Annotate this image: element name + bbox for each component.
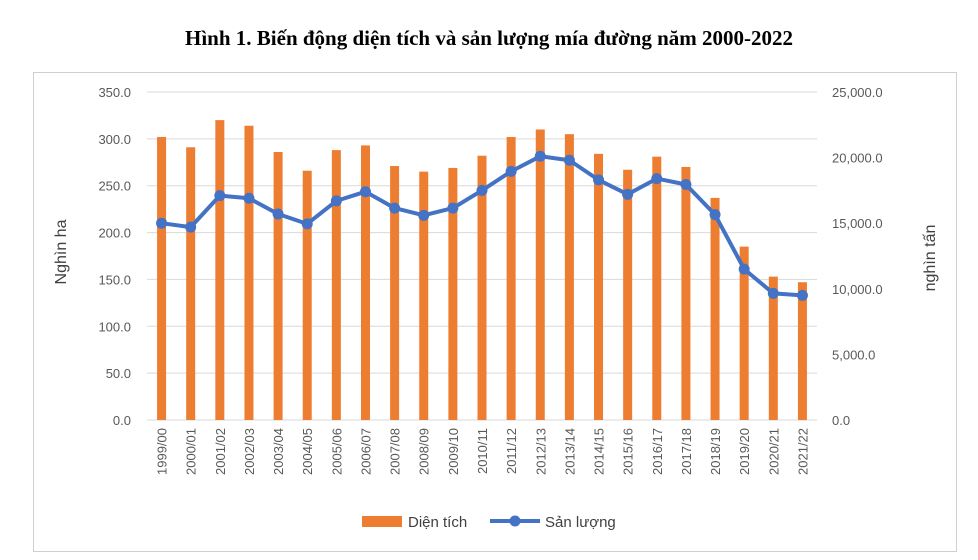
area-bar	[390, 166, 400, 420]
left-axis-title: Nghìn ha	[53, 219, 70, 284]
x-tick-label: 2010/11	[475, 428, 490, 474]
legend-label-production: Sản lượng	[545, 514, 616, 531]
production-point	[418, 209, 430, 221]
production-point	[709, 209, 721, 221]
area-bar	[419, 171, 429, 420]
right-tick-label: 10,000.0	[832, 282, 883, 297]
production-point	[563, 154, 575, 166]
right-tick-label: 25,000.0	[832, 85, 883, 100]
legend-swatch-production-marker	[509, 515, 521, 527]
x-tick-label: 1999/00	[155, 428, 170, 475]
right-axis-title: nghìn tấn	[922, 225, 939, 292]
area-bar	[331, 150, 341, 421]
area-bar	[739, 246, 749, 420]
area-bar	[302, 170, 312, 420]
area-bar	[768, 276, 778, 420]
left-tick-label: 0.0	[113, 413, 131, 428]
x-tick-label: 2011/12	[504, 428, 519, 474]
area-bar	[186, 147, 196, 420]
legend-swatch-area	[362, 516, 402, 527]
x-tick-label: 2001/02	[213, 428, 228, 475]
area-bar	[652, 156, 662, 421]
area-bar	[681, 166, 691, 420]
x-tick-label: 2009/10	[446, 428, 461, 475]
area-bar	[594, 153, 604, 420]
x-tick-label: 2008/09	[417, 428, 432, 475]
left-tick-label: 200.0	[98, 226, 131, 241]
production-point	[214, 190, 226, 202]
x-tick-label: 2007/08	[388, 428, 403, 475]
area-bar	[273, 151, 283, 420]
area-bar	[623, 169, 633, 420]
x-tick-label: 2015/16	[621, 428, 636, 475]
left-tick-label: 150.0	[98, 272, 131, 287]
x-tick-label: 2013/14	[562, 428, 577, 475]
left-tick-label: 350.0	[98, 85, 131, 100]
right-axis-ticks: 0.0 5,000.0 10,000.0 15,000.0 20,000.0 25,000…	[832, 85, 883, 428]
right-tick-label: 20,000.0	[832, 151, 883, 166]
legend-label-area: Diện tích	[408, 514, 467, 531]
right-tick-label: 5,000.0	[832, 347, 875, 362]
area-bar	[535, 129, 545, 420]
right-tick-label: 0.0	[832, 413, 850, 428]
x-tick-label: 2006/07	[358, 428, 373, 475]
area-bar	[360, 145, 370, 420]
production-point	[243, 192, 255, 204]
production-point	[156, 217, 168, 229]
production-point	[447, 202, 459, 214]
x-tick-label: 2002/03	[242, 428, 257, 475]
production-point	[272, 208, 284, 220]
area-bar	[564, 134, 574, 420]
left-tick-label: 300.0	[98, 132, 131, 147]
left-tick-label: 50.0	[106, 366, 131, 381]
area-bar	[477, 155, 487, 420]
production-point	[505, 165, 517, 177]
chart-title: Hình 1. Biến động diện tích và sản lượng…	[185, 26, 793, 50]
production-point	[738, 263, 750, 275]
area-bars	[157, 120, 807, 421]
production-point	[185, 221, 197, 233]
production-point	[767, 287, 779, 299]
x-tick-label: 2019/20	[737, 428, 752, 475]
production-point	[593, 174, 605, 186]
x-tick-label: 2005/06	[329, 428, 344, 475]
production-point	[389, 202, 401, 214]
x-tick-label: 2012/13	[533, 428, 548, 475]
x-tick-label: 2020/21	[766, 428, 781, 475]
production-point	[534, 150, 546, 162]
x-tick-label: 2004/05	[300, 428, 315, 475]
production-point	[680, 178, 692, 190]
legend: Diện tích Sản lượng	[362, 514, 616, 531]
production-point	[359, 186, 371, 198]
chart-frame	[33, 72, 957, 552]
production-point	[330, 195, 342, 207]
left-tick-label: 100.0	[98, 319, 131, 334]
area-bar	[157, 136, 167, 421]
production-point	[301, 218, 313, 230]
production-point	[651, 173, 663, 185]
x-tick-label: 2017/18	[679, 428, 694, 475]
x-tick-label: 2018/19	[708, 428, 723, 475]
production-line	[156, 150, 808, 301]
production-point	[796, 289, 808, 301]
area-bar	[244, 125, 254, 420]
right-tick-label: 15,000.0	[832, 216, 883, 231]
x-axis-ticks: 1999/00 2000/01 2001/02 2002/03 2003/04 2004/…	[155, 428, 811, 475]
x-tick-label: 2021/22	[795, 428, 810, 475]
production-point	[622, 188, 634, 200]
area-bar	[710, 197, 720, 420]
left-axis-ticks: 0.0 50.0 100.0 150.0 200.0 250.0 300.0 350.0	[98, 85, 131, 428]
production-point	[476, 184, 488, 196]
x-tick-label: 2014/15	[592, 428, 607, 475]
area-bar	[448, 167, 458, 420]
x-tick-label: 2000/01	[184, 428, 199, 475]
area-bar	[506, 136, 516, 421]
area-bar	[215, 120, 225, 420]
area-bar	[797, 282, 807, 420]
x-tick-label: 2003/04	[271, 428, 286, 475]
x-tick-label: 2016/17	[650, 428, 665, 475]
left-tick-label: 250.0	[98, 179, 131, 194]
